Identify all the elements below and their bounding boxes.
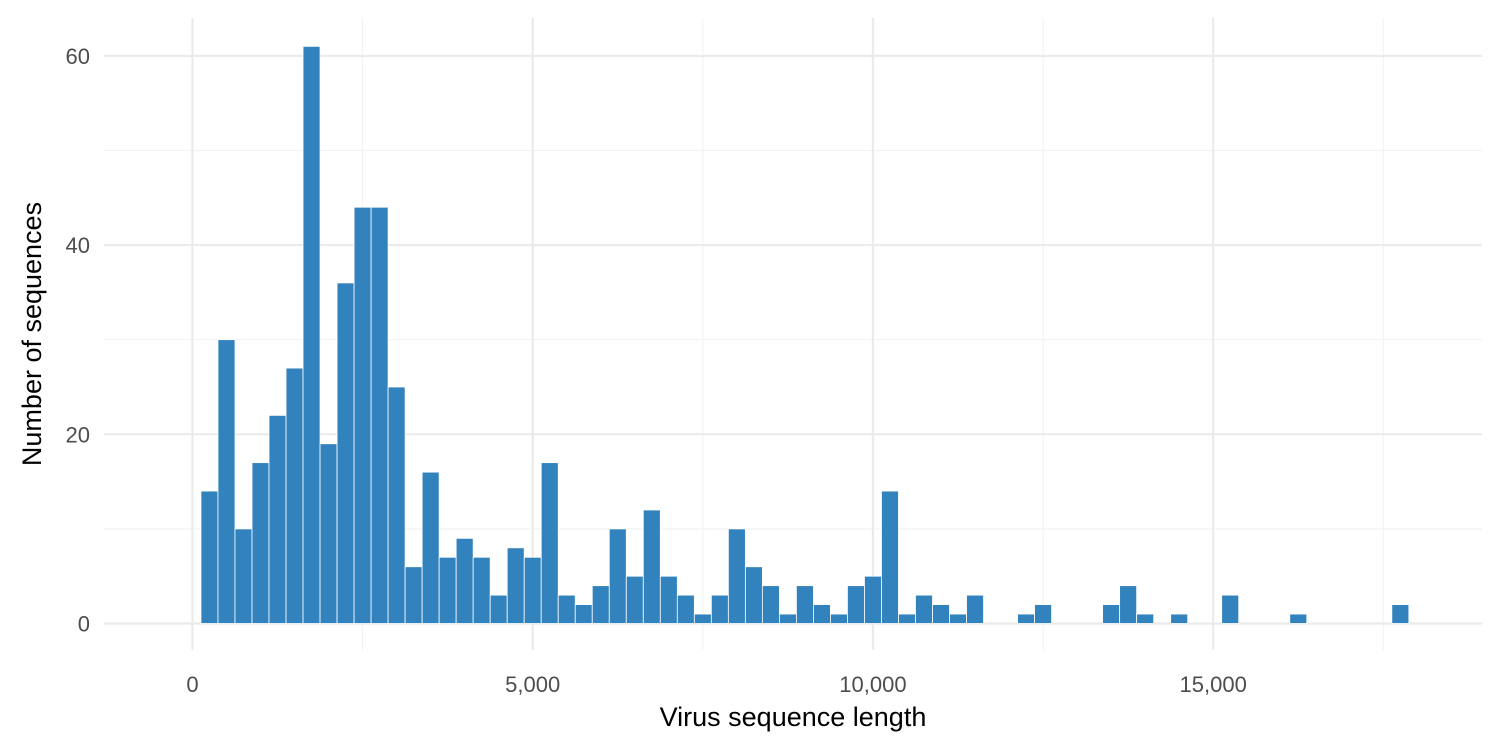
y-axis-title: Number of sequences — [17, 202, 47, 466]
histogram-bar — [387, 386, 406, 624]
histogram-bar — [1289, 613, 1308, 624]
histogram-bar — [1119, 585, 1138, 624]
histogram-bar — [830, 613, 848, 624]
histogram-bar — [796, 585, 814, 624]
histogram-bar — [591, 585, 610, 624]
histogram-bar — [761, 585, 780, 624]
histogram-bar — [1017, 613, 1035, 624]
histogram-bar — [949, 613, 967, 624]
y-tick-labels: 0 20 40 60 — [66, 44, 90, 637]
x-tick-label: 10,000 — [839, 672, 906, 697]
y-tick-label: 40 — [66, 233, 90, 258]
histogram-bar — [523, 556, 542, 624]
histogram-bar — [353, 206, 372, 624]
histogram-bar — [1102, 604, 1121, 624]
histogram-bar — [319, 443, 338, 624]
histogram-bar — [268, 414, 287, 624]
x-tick-label: 0 — [186, 672, 198, 697]
histogram-bar — [693, 613, 712, 624]
histogram-bar — [336, 282, 355, 624]
histogram-bar — [557, 594, 576, 624]
histogram-bar — [881, 490, 899, 624]
y-tick-label: 20 — [66, 422, 90, 447]
histogram-bar — [1034, 604, 1052, 624]
x-tick-label: 5,000 — [505, 672, 560, 697]
bars — [200, 45, 1410, 624]
histogram-bar — [1391, 604, 1410, 624]
histogram-bar — [472, 556, 491, 624]
histogram-bar — [1221, 594, 1240, 624]
histogram-bar — [574, 604, 593, 624]
histogram-bar — [455, 537, 474, 624]
histogram-bar — [813, 604, 831, 624]
histogram-bar — [489, 594, 508, 624]
histogram-bar — [915, 594, 933, 624]
histogram-bar — [285, 367, 304, 624]
histogram-bar — [370, 206, 389, 624]
histogram-bar — [217, 339, 236, 624]
histogram-bar — [898, 613, 916, 624]
histogram-bar — [1136, 613, 1155, 624]
histogram-bar — [642, 509, 661, 624]
histogram-bar — [200, 490, 219, 624]
x-axis-title: Virus sequence length — [660, 702, 927, 732]
histogram-bar — [744, 566, 763, 624]
histogram-bar — [251, 462, 270, 624]
x-tick-labels: 0 5,000 10,000 15,000 — [186, 672, 1247, 697]
y-tick-label: 60 — [66, 44, 90, 69]
histogram-bar — [1170, 613, 1189, 624]
histogram-bar — [966, 594, 984, 624]
x-tick-label: 15,000 — [1180, 672, 1247, 697]
histogram-bar — [506, 547, 525, 624]
histogram-bar — [234, 528, 253, 624]
histogram-bar — [932, 604, 950, 624]
histogram-bar — [421, 471, 440, 624]
histogram-bar — [438, 556, 457, 624]
histogram-bar — [778, 613, 797, 624]
histogram-bar — [864, 575, 882, 624]
histogram-bar — [676, 594, 695, 624]
histogram-bar — [540, 462, 559, 624]
histogram-bar — [659, 575, 678, 624]
histogram-bar — [302, 45, 321, 624]
histogram-bar — [608, 528, 627, 624]
y-tick-label: 0 — [78, 612, 90, 637]
histogram-bar — [847, 585, 865, 624]
histogram-bar — [727, 528, 746, 624]
histogram-bar — [710, 594, 729, 624]
histogram-bar — [625, 575, 644, 624]
histogram-bar — [404, 566, 423, 624]
